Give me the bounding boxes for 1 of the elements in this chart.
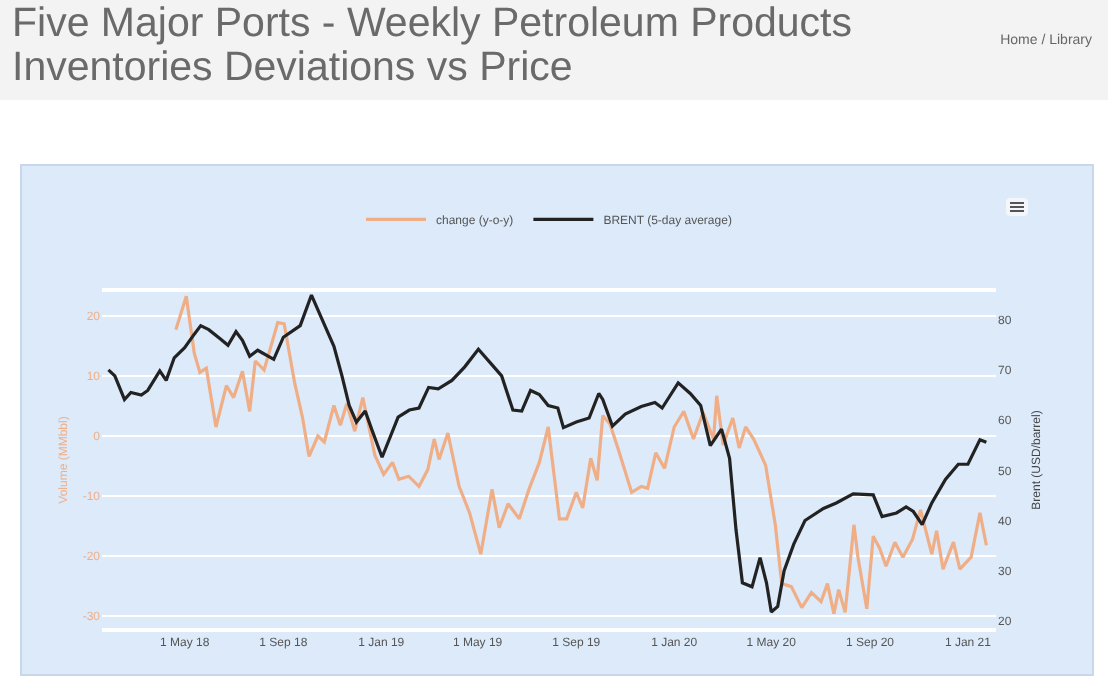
chart-title: Five Major Ports - Weekly Petroleum Products Inventories Deviations vs Price bbox=[12, 0, 852, 90]
